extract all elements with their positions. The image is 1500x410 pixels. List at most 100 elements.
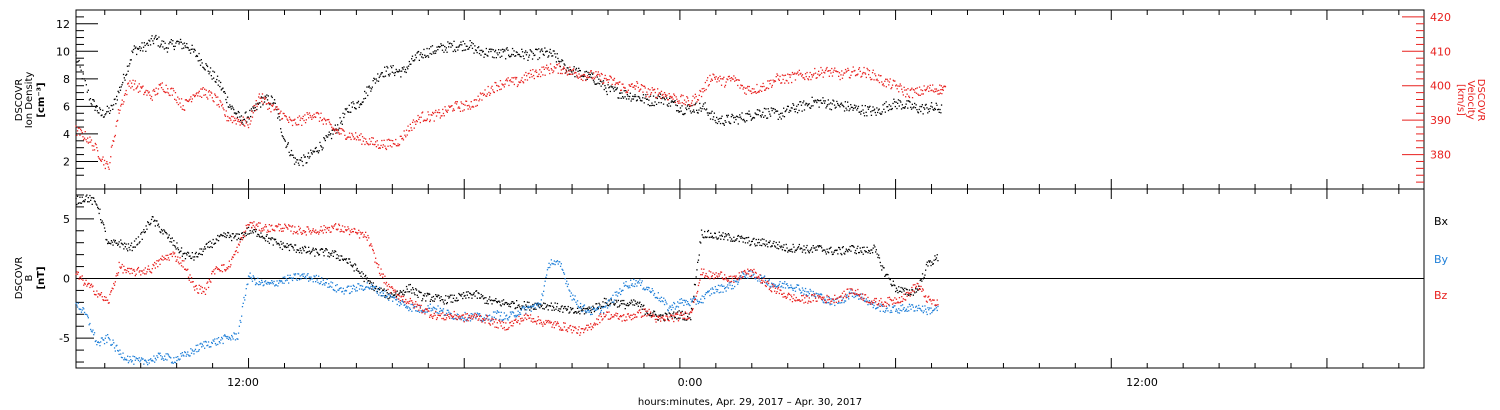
by-point bbox=[207, 341, 210, 343]
by-point bbox=[348, 292, 351, 295]
velocity-point bbox=[873, 79, 875, 81]
by-point bbox=[646, 286, 648, 288]
density-point bbox=[613, 90, 615, 92]
bz-point bbox=[147, 265, 150, 267]
bz-point bbox=[101, 296, 103, 298]
velocity-point bbox=[934, 88, 936, 90]
bx-point bbox=[212, 238, 214, 241]
bz-point bbox=[106, 299, 108, 301]
velocity-point bbox=[549, 63, 552, 65]
bx-point bbox=[107, 241, 110, 243]
bx-point bbox=[695, 276, 697, 278]
bz-point bbox=[184, 268, 186, 270]
density-point bbox=[857, 105, 860, 108]
bz-point bbox=[149, 270, 151, 273]
density-point bbox=[897, 102, 899, 104]
velocity-point bbox=[784, 74, 787, 76]
by-point bbox=[328, 283, 330, 285]
by-point bbox=[614, 291, 616, 293]
bx-point bbox=[254, 229, 256, 231]
velocity-point bbox=[267, 108, 269, 110]
density-point bbox=[272, 102, 274, 104]
velocity-point bbox=[219, 99, 221, 102]
bx-point bbox=[485, 297, 487, 299]
bx-point bbox=[110, 240, 113, 242]
density-point bbox=[582, 75, 585, 78]
by-point bbox=[550, 259, 552, 261]
velocity-point bbox=[400, 135, 402, 137]
density-point bbox=[344, 113, 346, 115]
velocity-point bbox=[194, 95, 197, 97]
by-point bbox=[127, 355, 129, 357]
density-point bbox=[749, 113, 751, 115]
velocity-point bbox=[503, 86, 505, 88]
velocity-point bbox=[632, 86, 634, 88]
density-point bbox=[327, 134, 330, 136]
bx-point bbox=[508, 305, 510, 307]
density-point bbox=[317, 152, 320, 154]
bz-point bbox=[234, 250, 237, 253]
density-point bbox=[320, 146, 323, 148]
density-point bbox=[517, 53, 519, 56]
by-point bbox=[231, 334, 233, 337]
by-point bbox=[911, 304, 913, 306]
velocity-point bbox=[774, 80, 777, 82]
bx-point bbox=[185, 252, 187, 255]
bx-point bbox=[227, 231, 229, 234]
by-point bbox=[496, 312, 498, 314]
by-point bbox=[820, 293, 822, 295]
density-point bbox=[126, 65, 129, 67]
by-point bbox=[729, 284, 731, 286]
by-point bbox=[548, 262, 550, 264]
velocity-point bbox=[817, 73, 819, 75]
velocity-point bbox=[532, 69, 534, 71]
bx-point bbox=[713, 237, 715, 239]
density-point bbox=[246, 121, 248, 123]
density-point bbox=[825, 107, 827, 109]
density-point bbox=[194, 49, 196, 52]
velocity-point bbox=[419, 121, 421, 124]
velocity-point bbox=[675, 96, 677, 98]
by-point bbox=[520, 309, 522, 311]
bz-point bbox=[221, 264, 223, 266]
density-point bbox=[208, 73, 210, 75]
by-point bbox=[487, 315, 489, 317]
density-point bbox=[151, 35, 153, 37]
density-point bbox=[725, 121, 727, 123]
velocity-point bbox=[205, 89, 207, 91]
by-point bbox=[224, 335, 227, 337]
by-point bbox=[527, 305, 529, 307]
density-point bbox=[281, 135, 283, 137]
density-point bbox=[901, 104, 903, 106]
velocity-point bbox=[899, 83, 901, 85]
density-point bbox=[771, 109, 773, 112]
density-point bbox=[82, 73, 84, 75]
velocity-point bbox=[560, 69, 562, 71]
velocity-point bbox=[301, 124, 303, 126]
velocity-point bbox=[301, 118, 304, 120]
density-point bbox=[481, 49, 483, 51]
velocity-point bbox=[184, 109, 186, 111]
bz-point bbox=[254, 228, 257, 230]
by-point bbox=[156, 355, 158, 357]
by-point bbox=[546, 269, 549, 271]
by-point bbox=[318, 275, 320, 277]
bz-point bbox=[220, 270, 222, 272]
velocity-point bbox=[645, 96, 647, 98]
velocity-point bbox=[543, 68, 545, 70]
bx-point bbox=[523, 301, 525, 303]
bx-point bbox=[196, 256, 198, 258]
velocity-point bbox=[767, 80, 769, 82]
bx-point bbox=[248, 233, 250, 235]
bx-point bbox=[215, 238, 217, 240]
by-point bbox=[117, 350, 120, 352]
bx-point bbox=[98, 212, 100, 215]
bx-point bbox=[146, 228, 148, 230]
bx-point bbox=[445, 303, 448, 305]
bx-point bbox=[658, 314, 660, 316]
bx-point bbox=[836, 249, 838, 251]
by-point bbox=[516, 316, 518, 318]
by-point bbox=[754, 278, 757, 280]
by-point bbox=[469, 320, 472, 322]
bx-point bbox=[917, 289, 919, 291]
